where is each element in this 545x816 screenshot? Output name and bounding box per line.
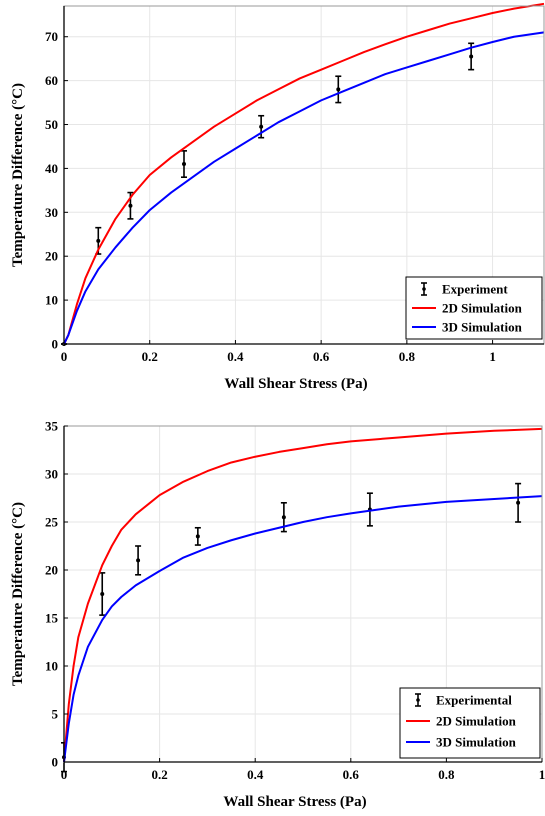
series-line-2d-simulation — [63, 2, 545, 345]
x-tick-label: 0.8 — [399, 349, 416, 364]
legend-swatch — [415, 693, 421, 707]
y-tick-label: 10 — [45, 293, 58, 308]
legend-item: Experimental — [415, 693, 512, 708]
y-axis-title: Temperature Difference (°C) — [10, 83, 26, 267]
y-tick-label: 30 — [45, 467, 58, 482]
y-tick-label: 40 — [45, 161, 58, 176]
series-line-3d-simulation — [63, 495, 543, 763]
x-tick-label: 0.4 — [227, 349, 244, 364]
y-tick-label: 25 — [45, 515, 59, 530]
y-tick-label: 70 — [45, 29, 58, 44]
x-tick-label: 0.2 — [151, 767, 167, 782]
legend: Experimental 2D Simulation 3D Simulation — [399, 687, 541, 759]
legend-item: 2D Simulation — [412, 301, 523, 316]
legend-item: 3D Simulation — [406, 735, 517, 750]
legend-label: Experiment — [442, 282, 508, 297]
x-axis-title: Wall Shear Stress (Pa) — [223, 794, 366, 810]
x-tick-label: 0 — [61, 767, 68, 782]
legend-label: 2D Simulation — [436, 714, 517, 729]
y-tick-label: 20 — [45, 249, 58, 264]
legend-item: 2D Simulation — [406, 714, 517, 729]
y-tick-label: 60 — [45, 73, 58, 88]
errorbar-point — [135, 545, 142, 576]
legend-swatch — [421, 282, 427, 296]
errorbar-point — [468, 42, 475, 71]
legend-label: 3D Simulation — [436, 735, 517, 750]
series-line-3d-simulation — [63, 31, 545, 345]
legend-label: Experimental — [436, 693, 512, 708]
y-tick-label: 0 — [52, 755, 59, 770]
y-tick-label: 5 — [52, 707, 59, 722]
x-tick-label: 0.6 — [343, 767, 360, 782]
y-tick-label: 35 — [45, 419, 59, 434]
x-tick-label: 0 — [61, 349, 68, 364]
errorbar-point — [99, 572, 106, 616]
x-tick-label: 0.4 — [247, 767, 264, 782]
x-tick-label: 0.6 — [313, 349, 330, 364]
y-axis-title: Temperature Difference (°C) — [10, 502, 26, 686]
x-tick-label: 1 — [539, 767, 545, 782]
x-tick-label: 1 — [489, 349, 496, 364]
x-tick-label: 0.2 — [142, 349, 158, 364]
x-axis-title: Wall Shear Stress (Pa) — [224, 376, 367, 392]
legend-item: Experiment — [421, 282, 508, 297]
x-tick-label: 0.8 — [438, 767, 455, 782]
errorbar-point — [335, 75, 342, 104]
y-tick-label: 15 — [45, 611, 59, 626]
series-line-2d-simulation — [63, 427, 543, 763]
legend-item: 3D Simulation — [412, 320, 523, 335]
y-tick-label: 50 — [45, 117, 58, 132]
legend-label: 3D Simulation — [442, 320, 523, 335]
legend: Experiment 2D Simulation 3D Simulation — [405, 276, 543, 340]
errorbar-point — [515, 482, 522, 523]
y-tick-label: 0 — [52, 337, 59, 352]
errorbar-point — [194, 526, 201, 546]
y-tick-label: 30 — [45, 205, 58, 220]
y-tick-label: 10 — [45, 659, 58, 674]
legend-label: 2D Simulation — [442, 301, 523, 316]
y-tick-label: 20 — [45, 563, 58, 578]
